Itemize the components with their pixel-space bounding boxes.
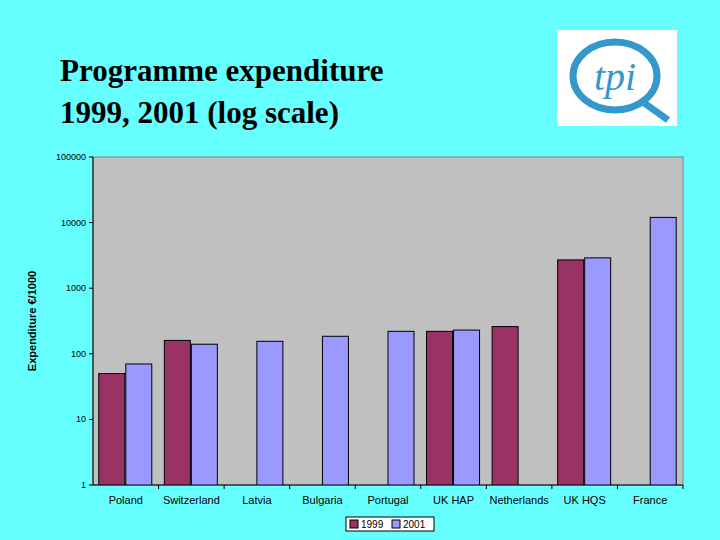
y-tick-label: 100000 [56, 152, 86, 162]
logo-text: tpi [594, 54, 636, 99]
bar [454, 330, 480, 485]
x-tick-label: Switzerland [163, 494, 220, 506]
x-tick-label: France [633, 494, 667, 506]
plot-area [93, 157, 683, 485]
legend-swatch [350, 520, 358, 528]
x-tick [158, 485, 159, 489]
bar [388, 331, 414, 485]
bar [99, 374, 125, 485]
x-tick-label: Poland [109, 494, 143, 506]
bar [191, 344, 217, 485]
bar [322, 336, 348, 485]
legend-label: 2001 [403, 519, 426, 530]
bar [558, 260, 584, 485]
x-tick-label: Portugal [368, 494, 409, 506]
y-tick-label: 10 [76, 414, 86, 424]
y-tick [89, 222, 93, 223]
legend-swatch [392, 520, 400, 528]
x-tick [355, 485, 356, 489]
y-tick [89, 353, 93, 354]
y-tick-label: 100 [71, 349, 86, 359]
logo-box [557, 30, 677, 126]
x-tick-label: UK HQS [564, 494, 606, 506]
x-tick [420, 485, 421, 489]
bar [492, 327, 518, 485]
x-tick [683, 485, 684, 489]
y-axis [93, 157, 94, 485]
x-tick [486, 485, 487, 489]
x-tick-label: Latvia [242, 494, 272, 506]
bar [164, 340, 190, 485]
x-tick [224, 485, 225, 489]
y-tick [89, 485, 93, 486]
bar [257, 341, 283, 485]
bars [99, 217, 676, 485]
title: Programme expenditure 1999, 2001 (log sc… [60, 50, 440, 134]
x-tick-label: UK HAP [433, 494, 474, 506]
x-tick [617, 485, 618, 489]
bar [427, 331, 453, 485]
y-axis-label: Expenditure €/1000 [26, 271, 38, 371]
bar [650, 217, 676, 485]
logo: tpi [557, 30, 677, 126]
y-tick-label: 1 [81, 480, 86, 490]
bar [126, 364, 152, 485]
logo-tail [640, 100, 668, 120]
y-tick [89, 419, 93, 420]
y-tick [89, 157, 93, 158]
bar [585, 258, 611, 485]
x-tick-label: Netherlands [489, 494, 549, 506]
legend-box [346, 517, 434, 531]
x-tick-label: Bulgaria [302, 494, 343, 506]
y-tick-label: 1000 [66, 283, 86, 293]
x-tick [551, 485, 552, 489]
y-tick-label: 10000 [61, 218, 86, 228]
y-tick [89, 288, 93, 289]
legend: 1999 2001 [346, 517, 434, 531]
legend-label: 1999 [361, 519, 384, 530]
x-tick [289, 485, 290, 489]
